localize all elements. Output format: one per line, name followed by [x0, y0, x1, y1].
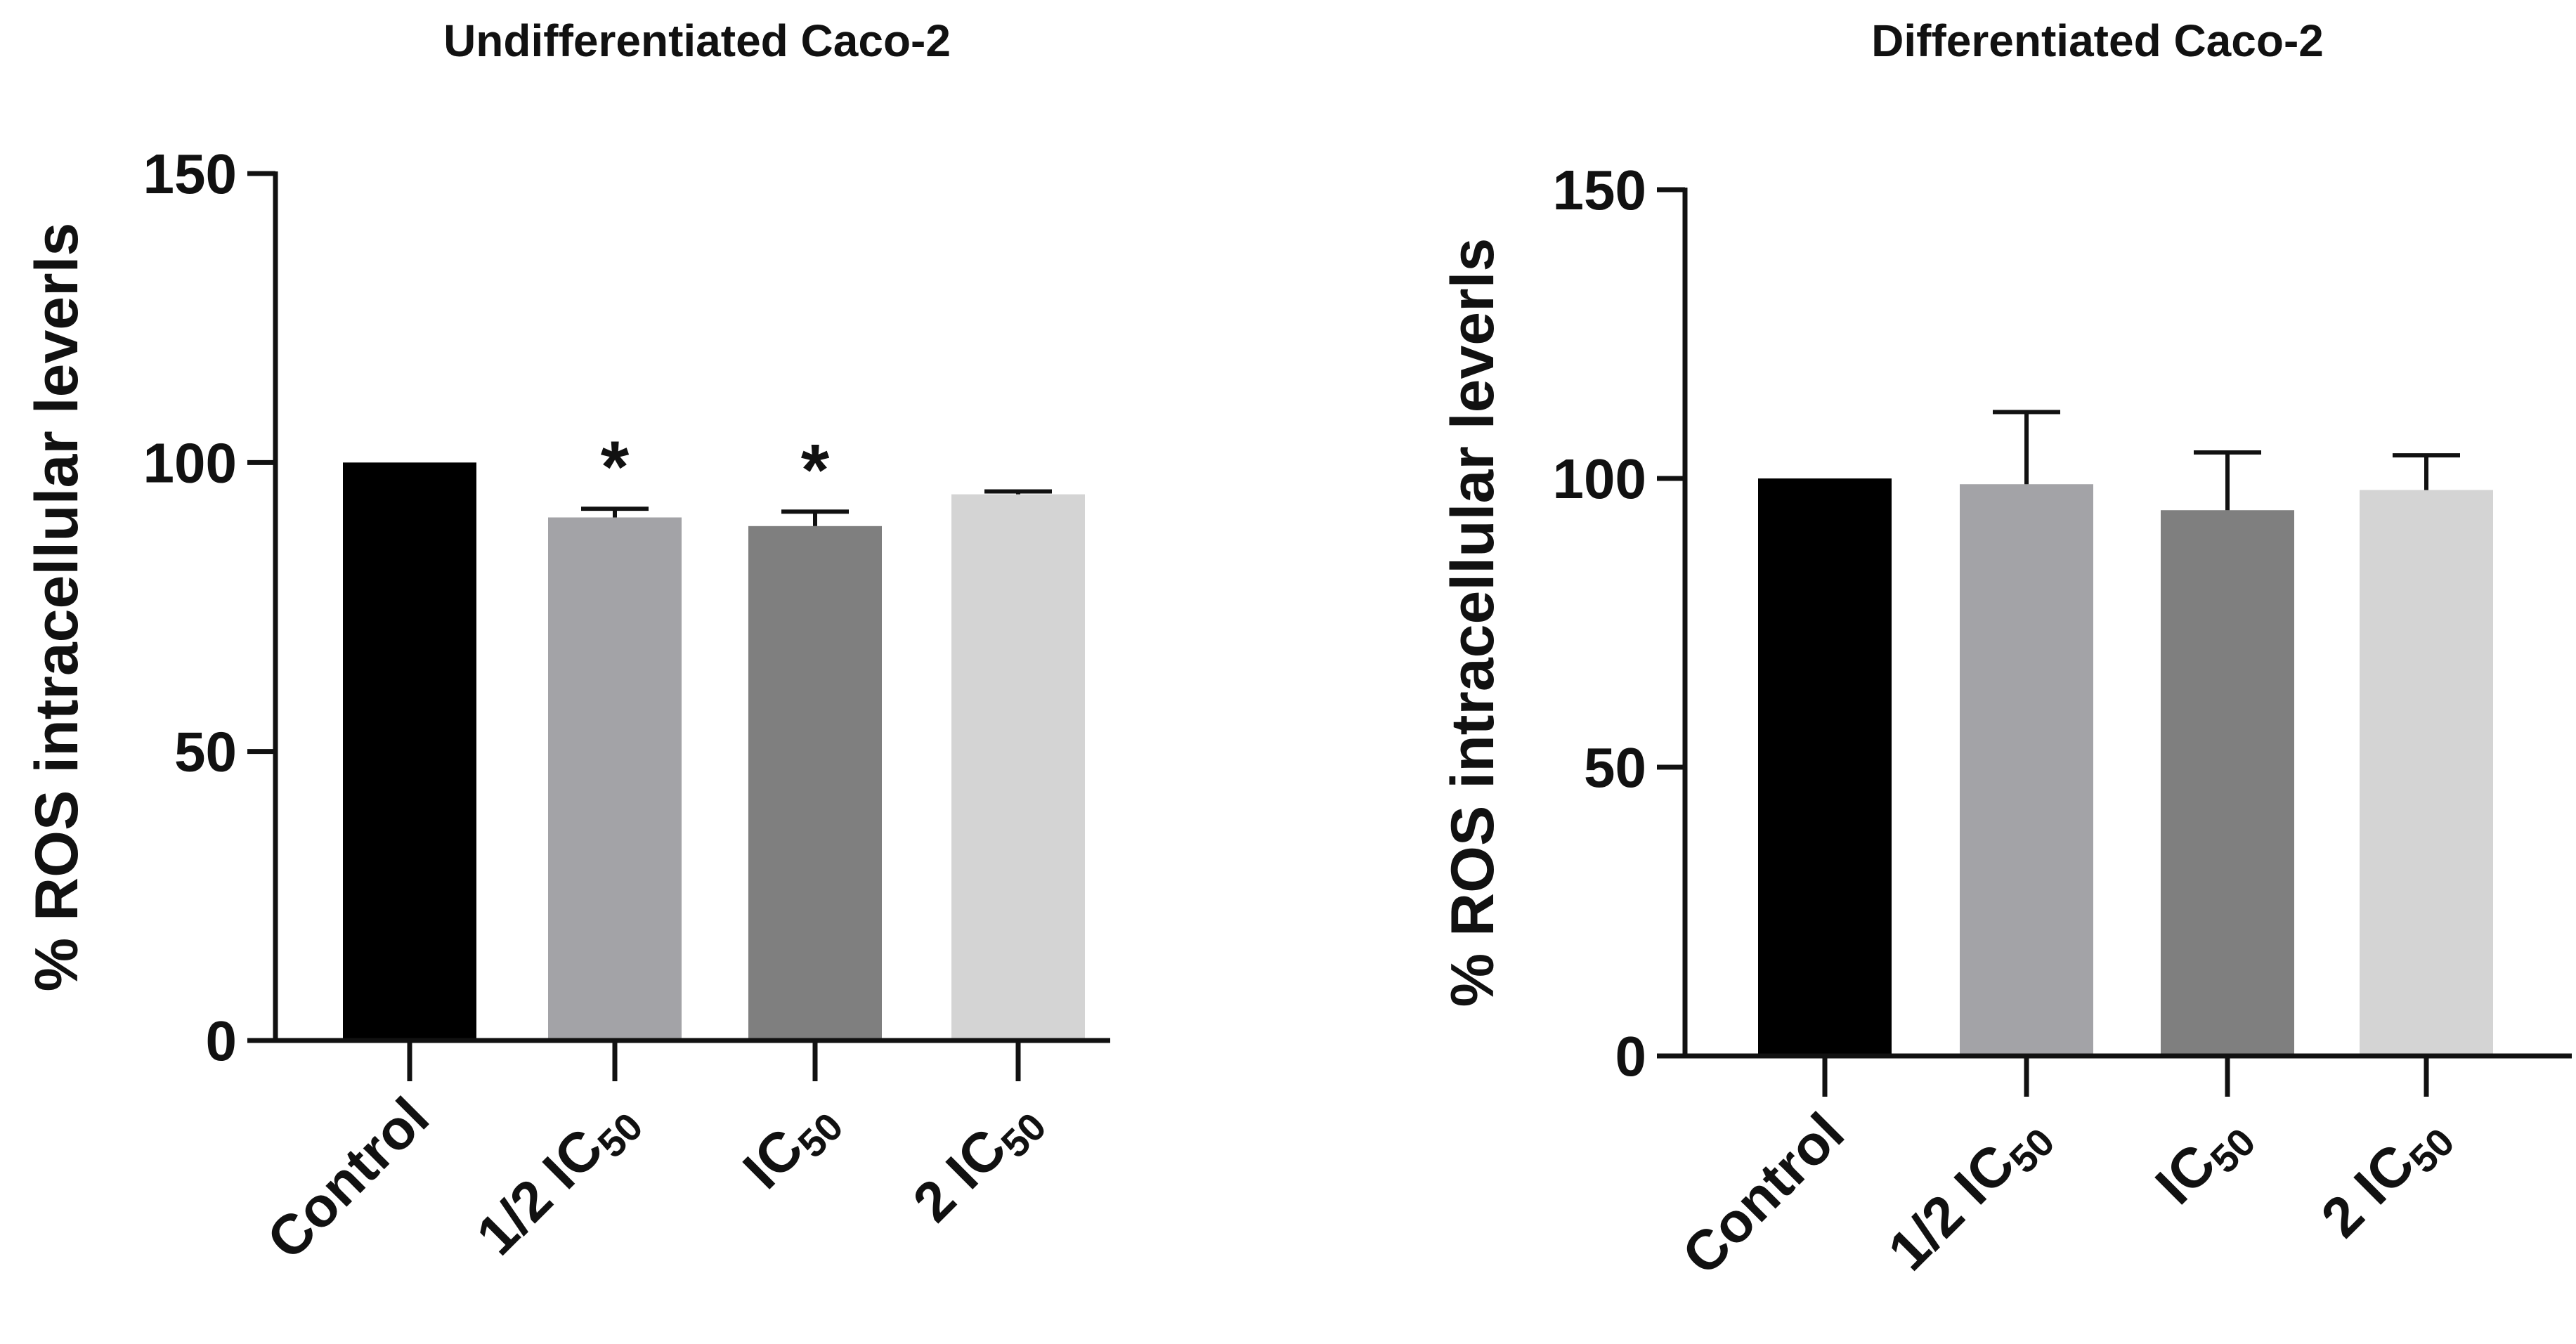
x-tick-label-3: 2 IC50	[901, 1085, 1055, 1239]
panel-differentiated: Differentiated Caco-2 % ROS intracellular…	[1439, 15, 2572, 1288]
y-tick-label-1: 50	[1584, 736, 1646, 799]
y-axis-label: % ROS intracellular leverls	[1439, 238, 1507, 1007]
y-tick-label-1: 50	[174, 721, 237, 783]
category-label-main: Control	[255, 1085, 441, 1271]
bar-0	[343, 462, 476, 1040]
y-tick-label-2: 100	[1553, 448, 1646, 510]
chart-title: Undifferentiated Caco-2	[443, 15, 951, 66]
y-tick-label-3: 150	[143, 143, 237, 205]
y-tick-label-3: 150	[1553, 159, 1646, 221]
y-tick-label-2: 100	[143, 431, 237, 494]
x-tick-label-1: 1/2 IC50	[464, 1085, 651, 1272]
category-label-main: Control	[1670, 1101, 1856, 1286]
x-tick-label-2: IC50	[2143, 1101, 2263, 1221]
y-tick-label-0: 0	[1615, 1025, 1647, 1088]
chart-title: Differentiated Caco-2	[1871, 15, 2324, 66]
bar-2	[748, 526, 882, 1040]
bar-3	[2360, 490, 2493, 1056]
significance-marker-2: *	[801, 429, 830, 511]
bar-1	[1960, 484, 2093, 1056]
bar-0	[1758, 478, 1892, 1056]
bar-1	[548, 517, 682, 1040]
y-axis-label: % ROS intracellular leverls	[23, 223, 91, 992]
bar-2	[2161, 510, 2294, 1056]
x-tick-label-2: IC50	[731, 1085, 851, 1206]
x-tick-label-1: 1/2 IC50	[1876, 1101, 2063, 1288]
x-tick-label-0: Control	[1670, 1101, 1856, 1286]
x-tick-label-3: 2 IC50	[2309, 1101, 2463, 1255]
bar-3	[951, 494, 1085, 1040]
x-tick-label-0: Control	[255, 1085, 441, 1271]
y-tick-label-0: 0	[206, 1010, 238, 1072]
panel-undifferentiated: Undifferentiated Caco-2 % ROS intracellul…	[23, 15, 1110, 1272]
significance-marker-1: *	[601, 426, 630, 508]
